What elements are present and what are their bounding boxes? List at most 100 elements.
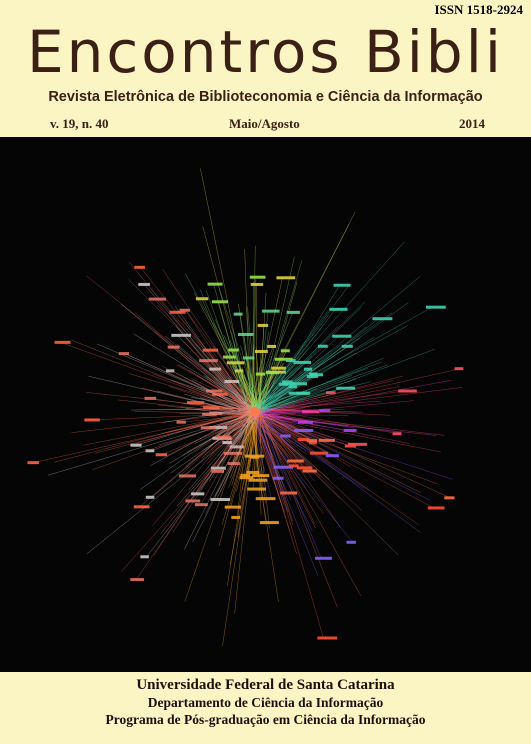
node: [199, 359, 218, 363]
node: [398, 389, 417, 393]
node: [54, 340, 71, 344]
edge: [47, 414, 251, 476]
edge: [258, 412, 324, 639]
node: [255, 497, 276, 501]
node: [155, 453, 168, 457]
node: [186, 401, 205, 405]
node: [372, 317, 393, 321]
node: [234, 369, 244, 373]
edge: [254, 392, 299, 409]
node: [145, 449, 155, 453]
edge: [181, 407, 255, 413]
edge: [215, 319, 255, 413]
edge: [121, 304, 254, 416]
edge: [158, 414, 260, 446]
edge: [256, 413, 332, 456]
edge: [257, 413, 445, 436]
edge: [256, 368, 461, 415]
edge: [184, 412, 254, 550]
edge: [251, 407, 305, 414]
edge: [251, 211, 356, 413]
node: [343, 428, 357, 432]
node: [265, 371, 279, 375]
node: [195, 297, 209, 301]
edge: [249, 241, 405, 415]
node: [244, 454, 265, 458]
edge: [250, 360, 293, 415]
node: [200, 426, 216, 430]
edge: [86, 415, 259, 554]
edge: [252, 411, 309, 415]
edge: [256, 408, 362, 597]
node: [171, 333, 191, 337]
edge: [253, 414, 324, 514]
node: [295, 391, 311, 395]
edge: [208, 414, 255, 447]
edge: [257, 414, 314, 468]
node: [207, 282, 223, 286]
node: [347, 442, 367, 446]
node: [257, 323, 269, 327]
edge: [254, 302, 409, 413]
footer-line: Departamento de Ciência da Informação: [147, 695, 384, 710]
node: [209, 367, 222, 371]
node: [140, 555, 149, 559]
node: [425, 305, 446, 309]
edge: [219, 288, 261, 416]
edge: [248, 357, 384, 416]
node: [289, 464, 299, 468]
node: [318, 438, 335, 442]
journal-title: Encontros Bibli: [27, 18, 504, 86]
edge: [162, 365, 260, 415]
edge: [254, 326, 338, 413]
node: [231, 515, 241, 519]
edge: [154, 298, 250, 416]
node: [239, 476, 254, 480]
edge: [254, 411, 262, 515]
edge: [208, 350, 260, 415]
node: [303, 367, 313, 371]
node: [223, 451, 243, 455]
edge: [254, 415, 307, 455]
node: [165, 369, 175, 373]
edge: [192, 411, 259, 543]
node: [454, 367, 464, 371]
node: [27, 461, 39, 465]
node: [84, 418, 100, 422]
edge: [136, 411, 251, 580]
network-graph: [27, 168, 464, 647]
node: [130, 578, 145, 582]
edge: [257, 332, 269, 409]
node: [271, 366, 286, 370]
edge: [251, 380, 394, 414]
edge: [207, 357, 255, 414]
edge: [160, 414, 253, 534]
edge: [258, 256, 295, 414]
edge: [259, 412, 315, 524]
node: [223, 355, 236, 359]
edge: [129, 373, 258, 412]
node: [211, 300, 229, 304]
edge: [255, 412, 289, 513]
edge: [253, 414, 349, 416]
edge: [234, 415, 256, 614]
node: [148, 297, 167, 301]
node: [248, 478, 268, 482]
edge: [128, 279, 262, 412]
node: [179, 308, 190, 312]
edge: [253, 411, 285, 506]
edge: [185, 411, 256, 429]
node: [252, 474, 270, 478]
node: [138, 282, 150, 286]
node: [130, 443, 142, 447]
node: [254, 350, 268, 354]
node: [319, 409, 331, 413]
edge: [251, 400, 414, 416]
node: [317, 636, 338, 640]
node: [276, 276, 296, 280]
edge: [174, 306, 253, 414]
edge: [256, 410, 420, 526]
edge: [163, 408, 254, 423]
edge: [126, 354, 252, 412]
